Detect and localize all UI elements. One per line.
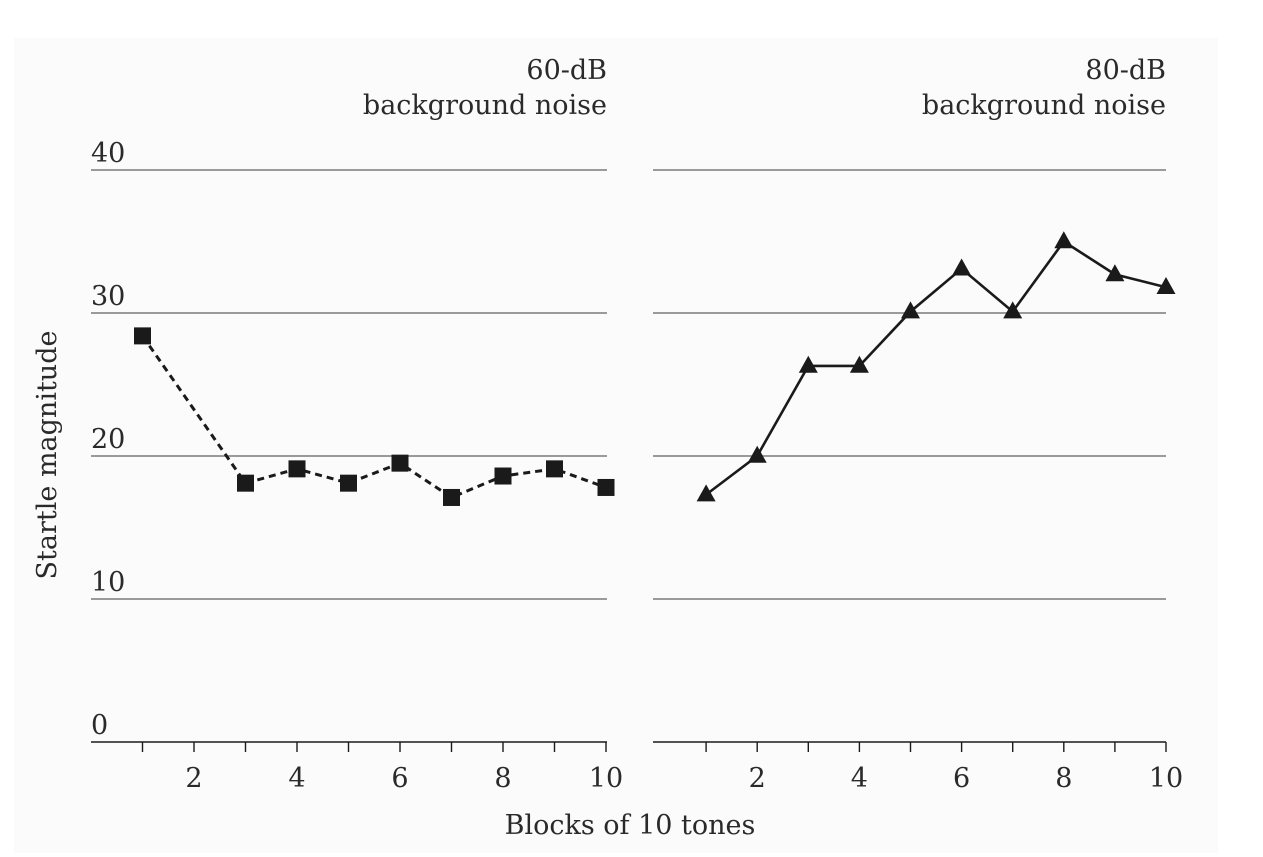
y-tick-label: 30 (91, 281, 125, 312)
figure-background (14, 38, 1218, 853)
data-point-triangle (952, 258, 972, 276)
left-x-tick-labels: 2 4 6 8 10 (185, 763, 623, 794)
x-tick-label: 4 (851, 763, 868, 794)
data-point-triangle (696, 484, 716, 502)
x-tick-label: 2 (749, 763, 766, 794)
x-tick-label: 8 (494, 763, 511, 794)
data-point-square (237, 474, 254, 492)
axes (91, 741, 1167, 752)
series-80db (696, 231, 1176, 502)
y-tick-labels: 0 10 20 30 40 (91, 138, 125, 741)
y-tick-label: 40 (91, 138, 125, 169)
right-panel-grid (653, 169, 1166, 600)
x-tick-label: 10 (1149, 763, 1183, 794)
data-point-triangle (1003, 301, 1023, 319)
y-tick-label: 0 (91, 710, 108, 741)
series-line (705, 239, 1167, 496)
left-panel-title-line1: 60-dB (526, 55, 607, 86)
data-point-square (288, 460, 306, 478)
y-tick-label: 10 (91, 567, 125, 598)
right-panel-title-line1: 80-dB (1085, 55, 1166, 86)
left-panel-title-line2: background noise (363, 90, 607, 121)
data-point-triangle (1105, 264, 1125, 282)
data-point-square (443, 488, 460, 506)
data-point-square (391, 454, 409, 472)
data-point-triangle (1054, 231, 1074, 249)
left-panel-grid (91, 169, 607, 600)
x-tick-label: 6 (391, 763, 408, 794)
data-point-triangle (1156, 277, 1176, 295)
x-tick-label: 10 (589, 763, 623, 794)
x-tick-label: 8 (1055, 763, 1072, 794)
data-point-square (494, 467, 512, 485)
data-point-triangle (901, 301, 920, 319)
x-tick-label: 4 (288, 763, 305, 794)
y-tick-label: 20 (91, 424, 125, 455)
data-point-square (134, 327, 151, 345)
right-x-tick-labels: 2 4 6 8 10 (749, 763, 1184, 794)
data-point-triangle (798, 355, 818, 373)
data-point-square (546, 460, 563, 478)
x-tick-label: 6 (953, 763, 970, 794)
data-point-triangle (747, 445, 767, 463)
series-line (141, 335, 607, 500)
data-point-square (597, 478, 615, 496)
data-point-square (340, 474, 357, 492)
x-axis-title: Blocks of 10 tones (505, 810, 756, 841)
right-panel-title-line2: background noise (922, 90, 1166, 121)
y-axis-title: Startle magnitude (32, 331, 63, 580)
x-tick-label: 2 (185, 763, 202, 794)
series-60db (134, 327, 615, 506)
data-point-triangle (849, 355, 869, 373)
